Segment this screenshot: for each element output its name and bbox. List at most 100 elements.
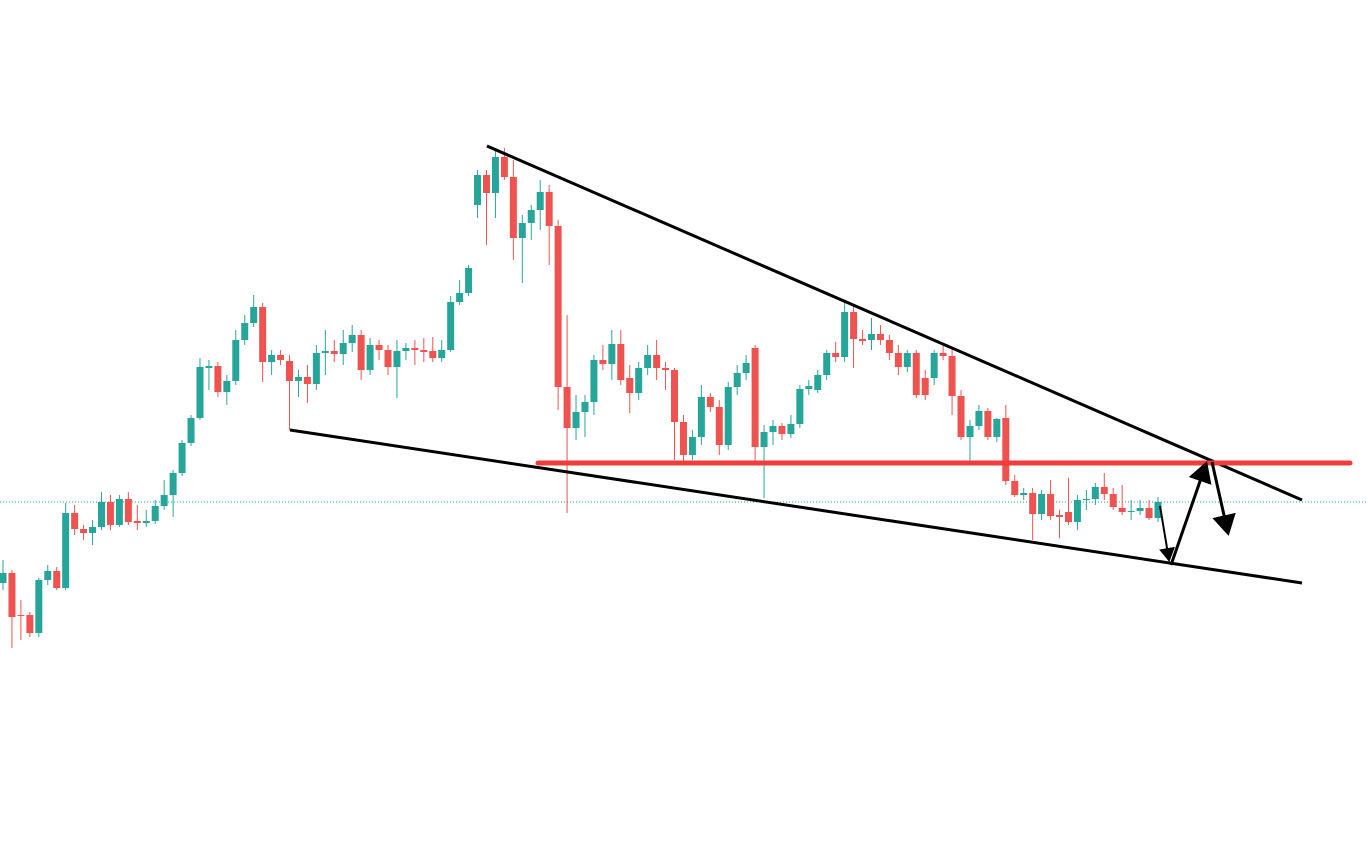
candle-body [975, 411, 983, 426]
candle-body [912, 353, 920, 395]
candle-body [662, 368, 670, 370]
candle-body [876, 334, 884, 340]
candle-body [1145, 508, 1153, 518]
candle-body [617, 344, 625, 380]
candle-body [867, 334, 875, 340]
candle-body [769, 426, 777, 432]
candle-body [554, 226, 562, 387]
candle-body [859, 339, 867, 341]
candle-body [160, 495, 168, 506]
candle-body [966, 426, 974, 437]
candle-body [1127, 511, 1135, 512]
candle-body [44, 571, 52, 580]
candle-body [653, 355, 661, 368]
candle-body [930, 353, 938, 378]
candle-body [1091, 487, 1099, 499]
candle-body [832, 353, 840, 357]
arrow-up [1169, 461, 1212, 566]
candle-body [787, 424, 795, 434]
candle-body [402, 348, 410, 351]
candle-body [187, 418, 195, 443]
candle-body [1029, 493, 1037, 514]
candle-body [223, 381, 231, 392]
candle-body [563, 387, 571, 428]
candle-body [679, 422, 687, 455]
candle-body [17, 615, 25, 616]
candle-body [286, 361, 294, 381]
candle-body [375, 345, 383, 350]
candle-body [993, 419, 1001, 437]
candle-body [841, 312, 849, 357]
candle-body [1047, 494, 1055, 516]
candle-body [1002, 418, 1010, 481]
candle-body [1154, 502, 1162, 518]
candle-body [330, 351, 338, 354]
candle-body [124, 499, 132, 522]
candle-body [805, 386, 813, 389]
candle-body [1011, 481, 1019, 495]
candle-body [500, 157, 508, 177]
candle-body [572, 412, 580, 428]
candle-body [688, 437, 696, 455]
candle-body [35, 580, 43, 633]
candle-body [142, 521, 150, 523]
candle-body [53, 571, 61, 588]
upper-trendline [486, 144, 1303, 502]
candle-body [1038, 494, 1046, 514]
candle-body [948, 356, 956, 396]
candle-body [106, 502, 114, 525]
candle-body [823, 353, 831, 375]
candle-body [509, 177, 517, 238]
candle-body [1118, 508, 1126, 512]
candle-body [133, 521, 141, 523]
candle-body [850, 312, 858, 339]
candle-body [1056, 515, 1064, 517]
drawings [289, 144, 1353, 585]
candle-body [411, 348, 419, 350]
candle-body [115, 499, 123, 525]
candle-body [384, 350, 392, 367]
candle-body [438, 350, 446, 358]
candle-body [671, 370, 679, 422]
candle-body [697, 397, 705, 437]
candle-body [80, 529, 88, 533]
candle-body [984, 411, 992, 437]
arrow-down [1210, 461, 1236, 536]
candle-body [545, 192, 553, 226]
candle-body [62, 513, 70, 588]
candle-body [921, 378, 929, 395]
candle-body [89, 527, 97, 533]
candle-body [393, 351, 401, 367]
candle-body [268, 355, 276, 362]
candle-body [465, 268, 473, 293]
candle-body [339, 343, 347, 354]
candle-body [527, 210, 535, 223]
candle-body [626, 378, 634, 393]
candle-body [796, 389, 804, 424]
candle-body [241, 323, 249, 340]
candle-body [232, 340, 240, 381]
candle-body [348, 335, 356, 343]
candle-body [429, 351, 437, 358]
candle-body [482, 175, 490, 193]
candle-body [1020, 493, 1028, 495]
candle-body [321, 351, 329, 353]
candle-body [214, 366, 222, 392]
candle-body [196, 367, 204, 418]
candle-body [742, 363, 750, 373]
candle-body [71, 513, 79, 529]
candle-body [778, 426, 786, 434]
candle-body [760, 432, 768, 447]
lower-trendline [289, 428, 1303, 585]
candle-body [590, 360, 598, 402]
candle-body [1136, 508, 1144, 511]
candle-body [1064, 512, 1072, 522]
candle-body [536, 192, 544, 210]
candle-body [447, 302, 455, 350]
candle-body [169, 473, 177, 495]
candle-body [366, 345, 374, 370]
candle-body [26, 615, 34, 633]
candle-body [518, 223, 526, 238]
